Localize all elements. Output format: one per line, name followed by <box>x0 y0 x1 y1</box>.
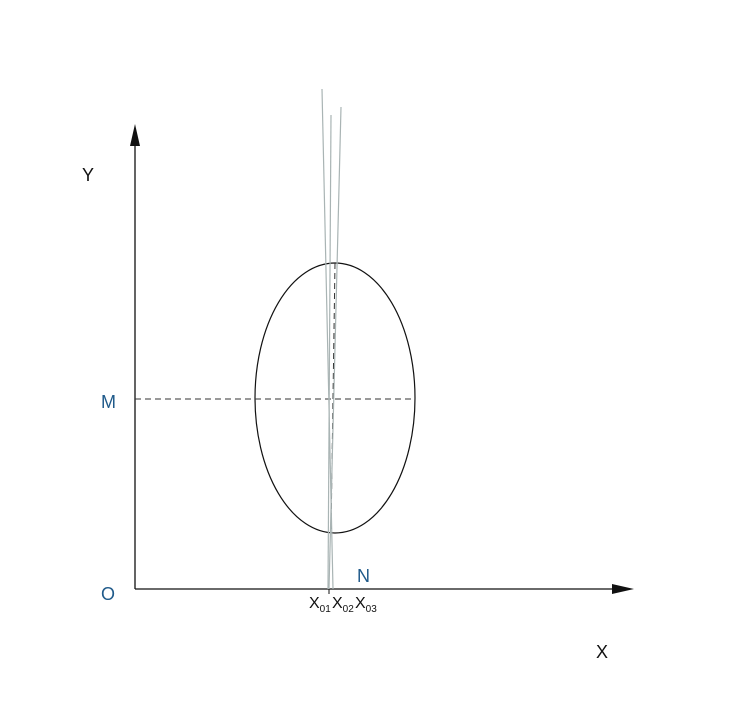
ellipse <box>254 262 416 534</box>
y-axis-arrowhead <box>130 124 140 146</box>
thin-line-3 <box>328 106 342 590</box>
x-axis-label: X <box>596 642 609 662</box>
point-n-label: N <box>357 566 370 586</box>
origin-label: O <box>101 584 116 604</box>
thin-line-2 <box>327 114 332 590</box>
x-mark-01: X01 <box>309 595 331 615</box>
x-mark-02: X02 <box>332 595 354 615</box>
y-axis-label: Y <box>82 165 95 185</box>
x-axis-arrowhead <box>612 584 634 594</box>
x-mark-03: X03 <box>355 595 377 615</box>
point-m-label: M <box>101 392 116 412</box>
